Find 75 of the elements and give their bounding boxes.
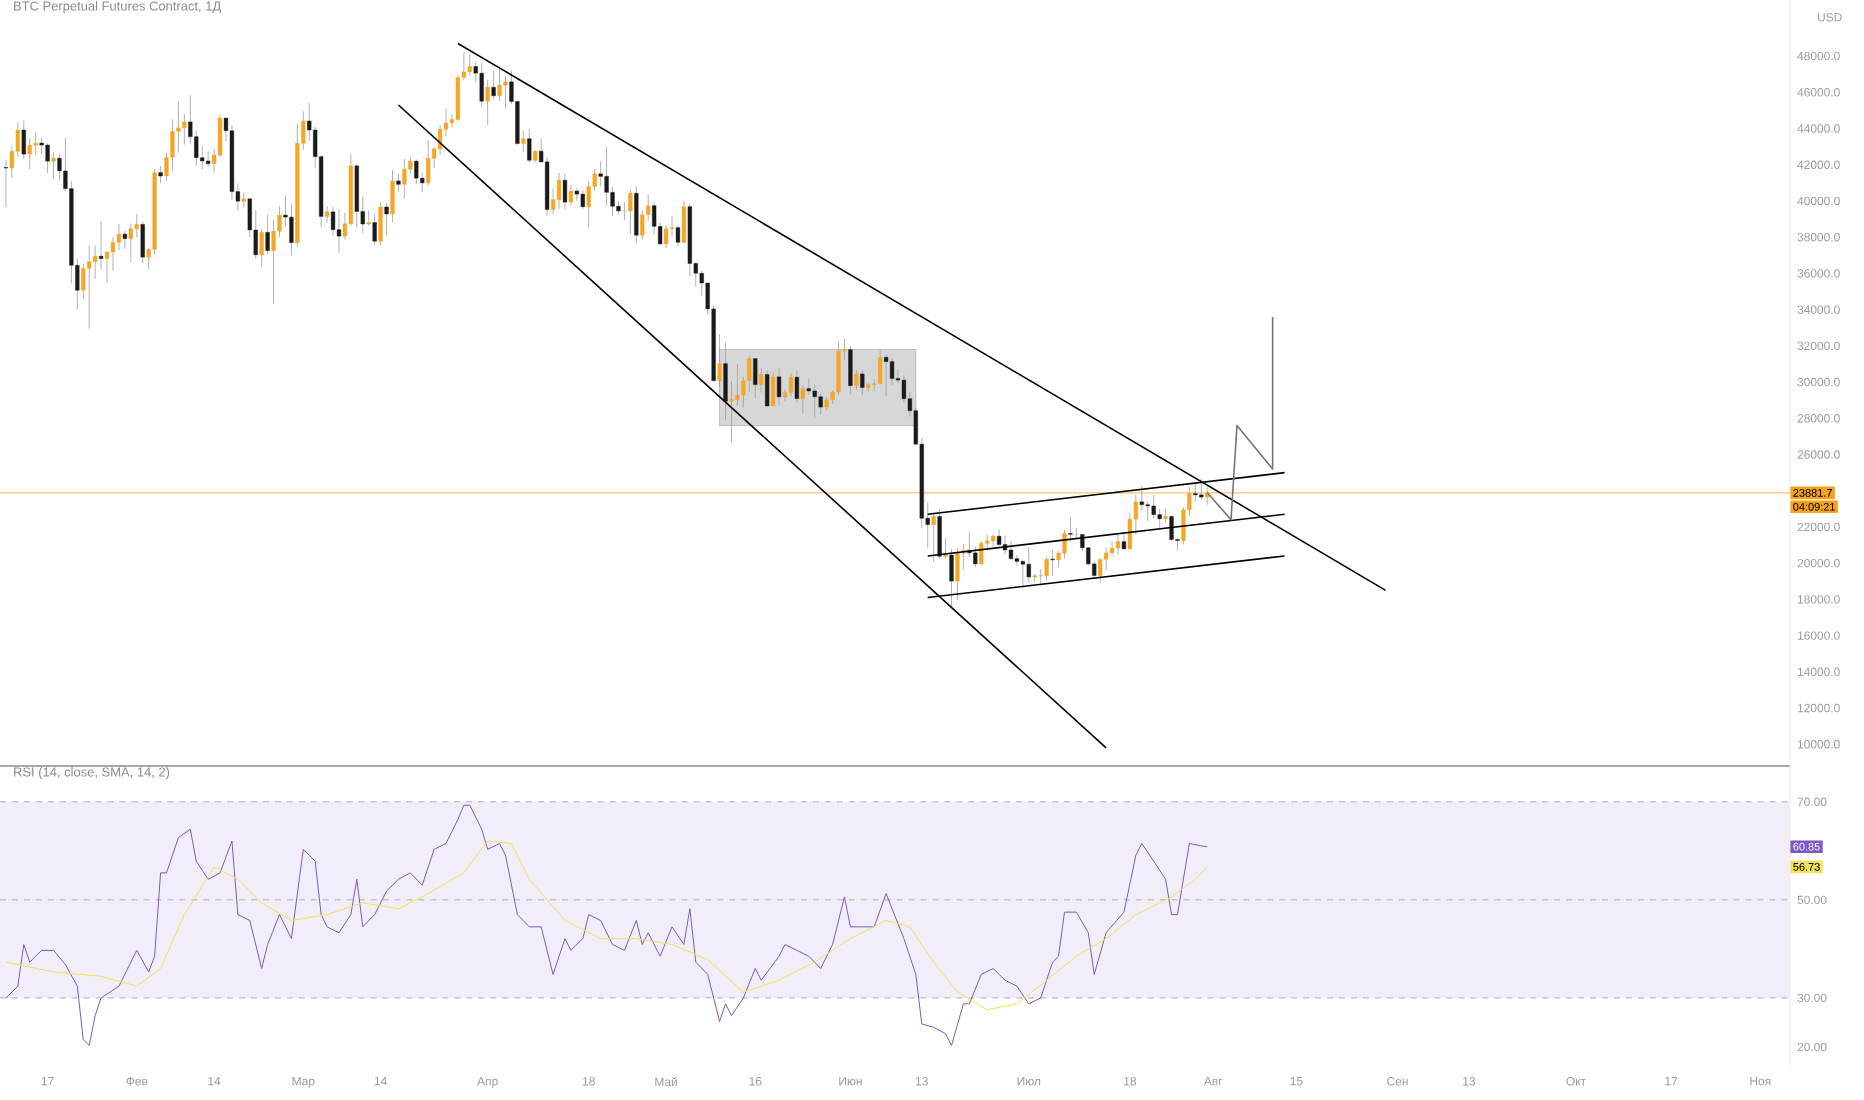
candlestick <box>99 220 104 270</box>
candlestick <box>681 200 686 244</box>
candlestick <box>491 70 496 100</box>
candlestick <box>943 538 948 560</box>
candlestick <box>265 214 270 256</box>
candlestick <box>800 385 805 414</box>
candlestick <box>836 341 841 396</box>
candlestick <box>860 369 865 396</box>
candlestick <box>289 203 294 256</box>
candlestick <box>776 368 782 406</box>
candlestick <box>396 173 401 193</box>
candlestick <box>883 353 889 397</box>
candlestick <box>717 333 722 388</box>
candlestick <box>384 202 389 236</box>
candlestick <box>545 156 550 216</box>
candlestick <box>1068 516 1073 542</box>
candlestick <box>991 533 996 548</box>
candlestick <box>1050 549 1055 577</box>
candlestick <box>485 79 490 126</box>
candlestick <box>527 128 532 163</box>
candlestick <box>663 224 669 249</box>
candlestick <box>628 189 633 234</box>
candlestick <box>753 358 758 399</box>
candlestick <box>562 173 568 210</box>
candlestick <box>759 367 764 393</box>
candlestick <box>580 189 585 210</box>
candlestick <box>937 508 942 560</box>
candlestick <box>574 187 579 202</box>
candlestick <box>497 65 502 102</box>
candlestick <box>854 369 859 391</box>
candlestick <box>556 172 562 210</box>
candlestick <box>1163 508 1168 523</box>
candlestick <box>1169 514 1174 541</box>
candlestick <box>1044 556 1049 581</box>
candlestick <box>336 208 342 254</box>
candlestick <box>467 53 472 76</box>
candlestick <box>354 163 359 228</box>
candlestick <box>372 213 377 246</box>
candlestick <box>122 230 127 250</box>
candlestick <box>1193 482 1198 502</box>
candlestick <box>1074 527 1079 540</box>
candlestick <box>51 151 56 179</box>
candlestick <box>241 192 246 208</box>
candlestick <box>324 205 330 224</box>
candlestick <box>3 159 9 208</box>
candlestick <box>1121 532 1127 550</box>
candlestick <box>1008 541 1014 561</box>
line-series <box>1206 316 1274 521</box>
candlestick <box>27 138 32 170</box>
candlestick <box>568 184 573 206</box>
candlestick <box>1199 478 1204 501</box>
candlestick <box>1104 547 1109 571</box>
candlestick <box>206 150 211 168</box>
candlestick <box>996 529 1002 547</box>
candlestick <box>414 158 419 185</box>
candlestick <box>378 201 383 246</box>
candlestick <box>812 384 817 419</box>
candlestick <box>622 201 627 221</box>
candlestick <box>979 540 984 566</box>
candlestick <box>1026 546 1031 583</box>
candlestick <box>87 244 92 330</box>
candlestick <box>45 143 50 174</box>
candlestick <box>634 186 639 244</box>
candlestick <box>521 129 526 152</box>
candlestick <box>402 158 407 200</box>
candlestick <box>771 371 776 407</box>
candlestick <box>818 392 823 416</box>
candlestick <box>848 345 853 396</box>
candlestick <box>140 221 145 264</box>
candlestick <box>765 369 770 407</box>
candlestick <box>1115 534 1121 555</box>
candlestick <box>955 547 960 601</box>
candlestick <box>426 139 431 186</box>
candlestick <box>788 373 794 397</box>
candlestick <box>366 209 371 226</box>
